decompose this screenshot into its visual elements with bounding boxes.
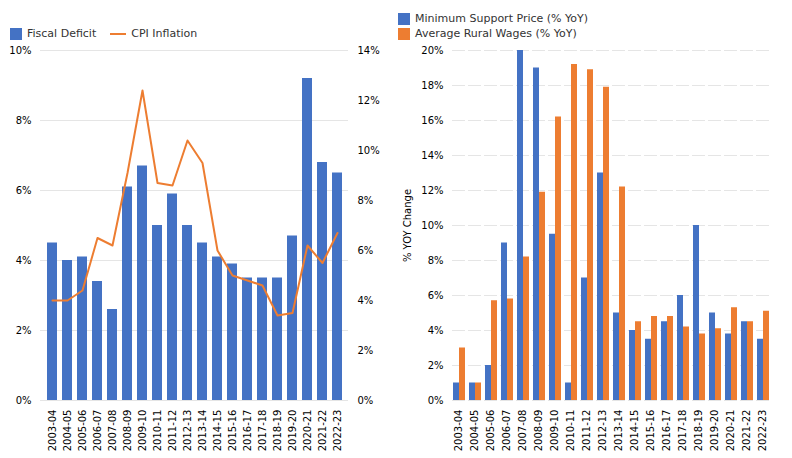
svg-text:2009-10: 2009-10 bbox=[137, 410, 148, 452]
svg-text:2009-10: 2009-10 bbox=[549, 410, 560, 452]
svg-text:2007-08: 2007-08 bbox=[517, 410, 528, 452]
svg-text:2010-11: 2010-11 bbox=[565, 410, 576, 452]
svg-text:2018-19: 2018-19 bbox=[272, 410, 283, 452]
svg-text:4%: 4% bbox=[16, 255, 32, 266]
svg-text:20%: 20% bbox=[421, 45, 443, 56]
svg-text:2016-17: 2016-17 bbox=[661, 410, 672, 452]
svg-text:2006-07: 2006-07 bbox=[501, 410, 512, 452]
svg-text:2020-21: 2020-21 bbox=[725, 410, 736, 452]
svg-text:2022-23: 2022-23 bbox=[332, 410, 343, 452]
svg-text:2019-20: 2019-20 bbox=[287, 410, 298, 452]
svg-text:2008-09: 2008-09 bbox=[533, 410, 544, 452]
svg-text:8%: 8% bbox=[428, 255, 444, 266]
svg-text:8%: 8% bbox=[358, 195, 374, 206]
svg-text:4%: 4% bbox=[358, 295, 374, 306]
svg-text:0%: 0% bbox=[358, 395, 374, 406]
svg-text:2017-18: 2017-18 bbox=[257, 410, 268, 452]
html-text:Fiscal Deficit: Fiscal Deficit bbox=[27, 27, 97, 40]
svg-text:2007-08: 2007-08 bbox=[107, 410, 118, 452]
svg-text:2015-16: 2015-16 bbox=[645, 410, 656, 452]
svg-text:12%: 12% bbox=[421, 185, 443, 196]
svg-text:10%: 10% bbox=[421, 220, 443, 231]
svg-text:10%: 10% bbox=[358, 145, 380, 156]
svg-text:2010-11: 2010-11 bbox=[152, 410, 163, 452]
svg-text:2005-06: 2005-06 bbox=[77, 410, 88, 452]
svg-text:12%: 12% bbox=[358, 95, 380, 106]
svg-text:2015-16: 2015-16 bbox=[227, 410, 238, 452]
svg-text:2013-14: 2013-14 bbox=[197, 410, 208, 452]
svg-text:2012-13: 2012-13 bbox=[597, 410, 608, 452]
svg-text:2%: 2% bbox=[16, 325, 32, 336]
svg-text:6%: 6% bbox=[16, 185, 32, 196]
svg-text:10%: 10% bbox=[9, 45, 31, 56]
svg-text:14%: 14% bbox=[421, 150, 443, 161]
svg-text:16%: 16% bbox=[421, 115, 443, 126]
svg-text:6%: 6% bbox=[358, 245, 374, 256]
html-text:Average Rural Wages (% YoY): Average Rural Wages (% YoY) bbox=[415, 27, 577, 40]
svg-text:% YOY Change: % YOY Change bbox=[402, 189, 413, 262]
svg-text:2008-09: 2008-09 bbox=[122, 410, 133, 452]
svg-text:2022-23: 2022-23 bbox=[757, 410, 768, 452]
svg-text:2011-12: 2011-12 bbox=[167, 410, 178, 452]
svg-text:2005-06: 2005-06 bbox=[485, 410, 496, 452]
svg-text:4%: 4% bbox=[428, 325, 444, 336]
svg-text:2006-07: 2006-07 bbox=[92, 410, 103, 452]
svg-text:18%: 18% bbox=[421, 80, 443, 91]
svg-text:2013-14: 2013-14 bbox=[613, 410, 624, 452]
svg-text:8%: 8% bbox=[16, 115, 32, 126]
svg-text:2004-05: 2004-05 bbox=[469, 410, 480, 452]
svg-text:2019-20: 2019-20 bbox=[709, 410, 720, 452]
svg-text:2011-12: 2011-12 bbox=[581, 410, 592, 452]
svg-text:14%: 14% bbox=[358, 45, 380, 56]
svg-text:2004-05: 2004-05 bbox=[62, 410, 73, 452]
svg-text:2%: 2% bbox=[358, 345, 374, 356]
svg-text:6%: 6% bbox=[428, 290, 444, 301]
svg-text:2020-21: 2020-21 bbox=[302, 410, 313, 452]
html-text:Minimum Support Price (% YoY): Minimum Support Price (% YoY) bbox=[415, 12, 588, 25]
svg-text:2016-17: 2016-17 bbox=[242, 410, 253, 452]
svg-text:2014-15: 2014-15 bbox=[629, 410, 640, 452]
svg-text:2018-19: 2018-19 bbox=[693, 410, 704, 452]
svg-text:2021-22: 2021-22 bbox=[741, 410, 752, 452]
svg-text:2%: 2% bbox=[428, 360, 444, 371]
svg-text:0%: 0% bbox=[16, 395, 32, 406]
html-text:CPI Inflation: CPI Inflation bbox=[131, 27, 198, 40]
svg-text:2012-13: 2012-13 bbox=[182, 410, 193, 452]
svg-text:2017-18: 2017-18 bbox=[677, 410, 688, 452]
svg-text:2003-04: 2003-04 bbox=[453, 410, 464, 452]
svg-text:2014-15: 2014-15 bbox=[212, 410, 223, 452]
svg-text:2021-22: 2021-22 bbox=[317, 410, 328, 452]
svg-text:2003-04: 2003-04 bbox=[47, 410, 58, 452]
svg-text:0%: 0% bbox=[428, 395, 444, 406]
